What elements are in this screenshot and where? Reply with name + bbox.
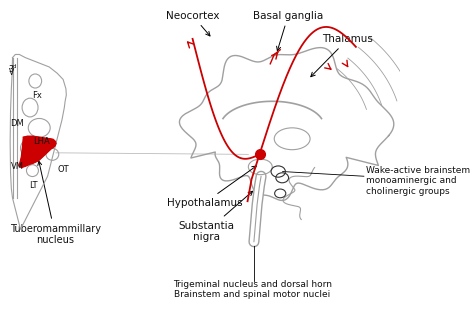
Text: V: V — [9, 68, 14, 77]
Text: LT: LT — [29, 181, 37, 190]
Text: Tuberomammillary
nucleus: Tuberomammillary nucleus — [9, 161, 100, 245]
Text: DM: DM — [10, 119, 24, 128]
Text: Substantia
nigra: Substantia nigra — [179, 191, 253, 242]
Text: Trigeminal nucleus and dorsal horn
Brainstem and spinal motor nuclei: Trigeminal nucleus and dorsal horn Brain… — [173, 279, 332, 299]
Polygon shape — [283, 168, 315, 220]
Text: LHA: LHA — [33, 137, 50, 146]
Text: Fx: Fx — [32, 90, 42, 100]
Polygon shape — [19, 136, 56, 168]
Text: Basal ganglia: Basal ganglia — [253, 11, 323, 51]
Text: Wake-active brainstem
monoaminergic and
cholinergic groups: Wake-active brainstem monoaminergic and … — [366, 166, 470, 196]
Text: OT: OT — [57, 165, 69, 175]
Text: VM: VM — [11, 162, 24, 171]
Text: rd: rd — [12, 64, 17, 69]
Text: 3: 3 — [9, 65, 13, 74]
Text: Neocortex: Neocortex — [166, 11, 219, 36]
Text: Thalamus: Thalamus — [311, 34, 374, 77]
Text: Hypothalamus: Hypothalamus — [167, 166, 256, 208]
Polygon shape — [180, 48, 394, 200]
